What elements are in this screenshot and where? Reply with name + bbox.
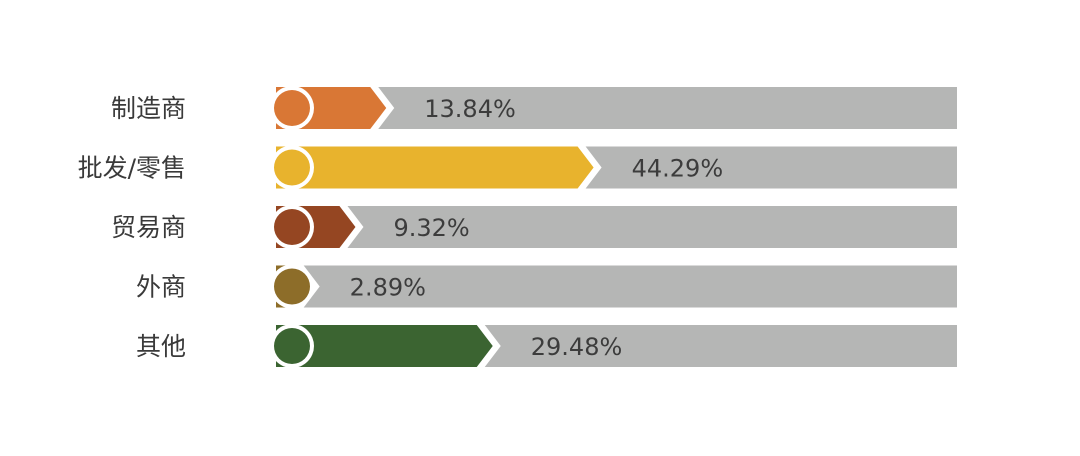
bar-row: 其他 29.48% [136,324,957,368]
bar-track [276,265,957,308]
category-label: 制造商 [111,94,186,123]
bar-row: 贸易商 9.32% [111,205,957,249]
category-label: 贸易商 [111,213,186,242]
bar-cap [274,268,310,305]
bar-cap [274,149,310,186]
category-label: 批发/零售 [78,154,186,183]
category-label: 外商 [136,273,186,302]
value-label: 29.48% [531,333,623,361]
category-label: 其他 [136,332,186,361]
value-label: 13.84% [424,95,516,123]
bar-row: 制造商 13.84% [111,86,957,130]
value-label: 2.89% [350,274,426,302]
bar [276,325,493,367]
bar-row: 批发/零售 44.29% [78,145,957,190]
bar-cap [274,328,310,364]
value-label: 44.29% [632,155,724,183]
bar-cap [274,90,310,126]
bar [276,146,594,189]
bar-row: 外商 2.89% [136,264,957,309]
bar-cap [274,209,310,245]
value-label: 9.32% [393,214,469,242]
chart-rows: 制造商 13.84% 批发/零售 44.29% 贸易商 9.32% 外商 2.89% 其他 29.… [78,86,957,368]
bar-track [276,206,957,248]
